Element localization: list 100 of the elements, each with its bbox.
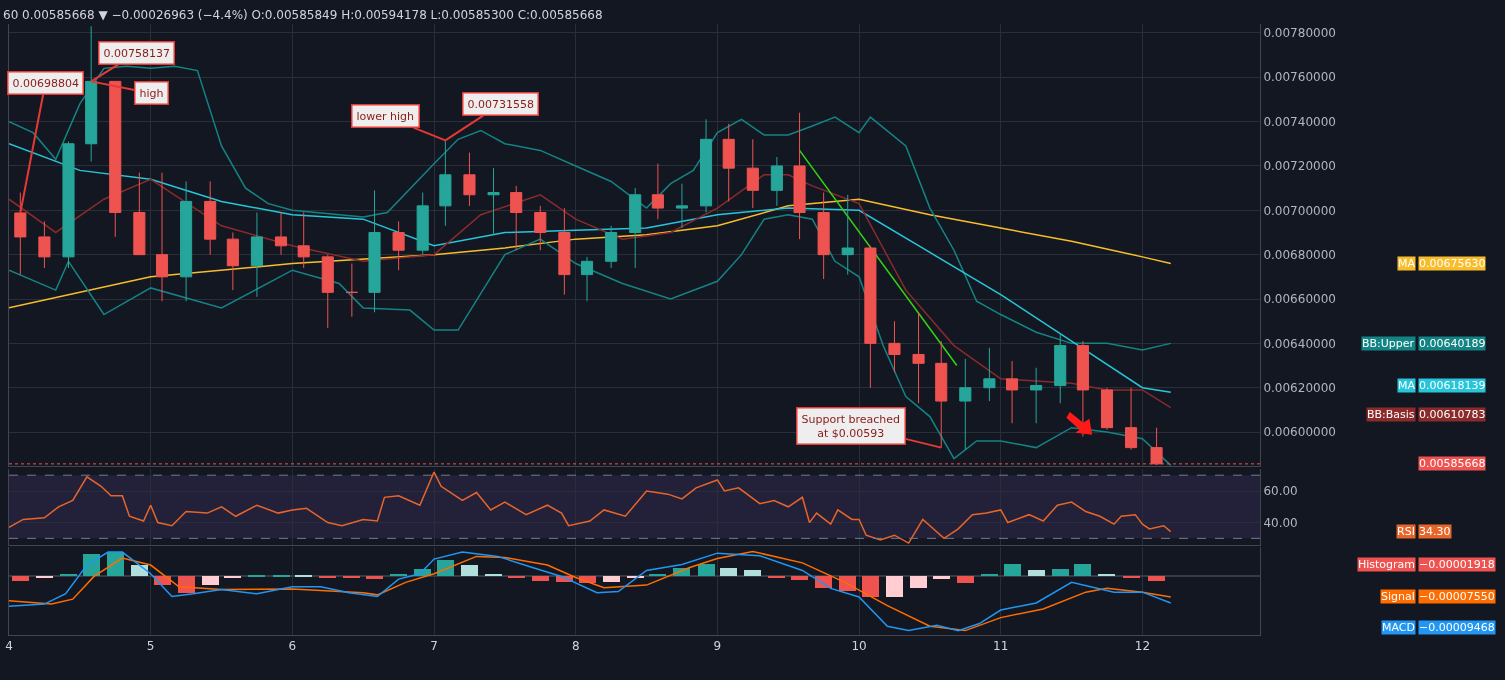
x-tick-label: 12 bbox=[1134, 639, 1151, 654]
bar bbox=[12, 576, 29, 582]
bar bbox=[1028, 570, 1045, 577]
candlestick bbox=[274, 212, 288, 256]
candlestick bbox=[180, 180, 193, 302]
candlestick bbox=[204, 180, 217, 256]
candlestick bbox=[1100, 387, 1114, 431]
candlestick bbox=[1030, 367, 1043, 424]
text: Signal bbox=[1381, 590, 1415, 603]
bar bbox=[1098, 574, 1115, 577]
x-tick-label: 7 bbox=[430, 639, 438, 654]
candlestick bbox=[297, 212, 310, 269]
bar bbox=[202, 576, 219, 586]
bar bbox=[1148, 576, 1165, 582]
bar bbox=[720, 568, 737, 577]
bar bbox=[1074, 564, 1091, 577]
bar bbox=[649, 574, 666, 577]
legend-label: RSI bbox=[1397, 525, 1415, 538]
candlestick bbox=[416, 192, 429, 256]
bar bbox=[768, 576, 785, 579]
candlestick bbox=[605, 225, 618, 269]
candlestick bbox=[935, 340, 948, 449]
candlestick bbox=[1054, 334, 1067, 404]
text: Histogram bbox=[1358, 558, 1416, 571]
candlestick bbox=[722, 123, 735, 202]
annotation: Support breached at $0.00593 bbox=[801, 412, 901, 440]
candlestick bbox=[629, 187, 642, 269]
candlestick bbox=[912, 311, 925, 404]
candlestick bbox=[133, 172, 146, 256]
bar bbox=[131, 565, 148, 577]
y-tick-label: 0.00600000 bbox=[1263, 425, 1336, 440]
candlestick bbox=[463, 152, 476, 207]
y-tick-label: 0.00620000 bbox=[1263, 380, 1336, 395]
line-series bbox=[9, 471, 1172, 544]
text: −0.00009468 bbox=[1419, 621, 1495, 634]
bar bbox=[390, 574, 407, 577]
text: MA bbox=[1398, 379, 1416, 392]
candlestick bbox=[155, 172, 169, 302]
candlestick bbox=[534, 205, 547, 251]
text: MACD bbox=[1382, 621, 1415, 634]
candlestick bbox=[817, 192, 830, 280]
text: −0.00007550 bbox=[1419, 590, 1495, 603]
bar bbox=[295, 575, 312, 578]
candlestick bbox=[888, 320, 901, 373]
chart-title: 60 0.00585668 ▼ −0.00026963 (−4.4%) O:0.00585849 H:0.00594178 L:0.00585300 C:0.00585668 bbox=[3, 7, 603, 22]
bar bbox=[910, 576, 927, 589]
x-tick-label: 10 bbox=[851, 639, 867, 654]
text: 0.00675630 bbox=[1419, 257, 1486, 270]
candlestick bbox=[770, 156, 783, 207]
line-series bbox=[9, 213, 1172, 467]
x-tick-label: 6 bbox=[288, 639, 297, 654]
candlestick bbox=[1076, 340, 1089, 438]
text: MA bbox=[1398, 257, 1416, 270]
candlestick bbox=[558, 207, 571, 296]
candlestick bbox=[109, 80, 122, 238]
annotation: 0.00698804 bbox=[12, 76, 79, 90]
candlestick bbox=[85, 25, 98, 163]
bar bbox=[224, 576, 241, 579]
bar bbox=[273, 575, 290, 578]
y-tick-label: 0.00660000 bbox=[1263, 292, 1336, 307]
x-tick-label: 4 bbox=[5, 639, 13, 654]
candlestick bbox=[392, 220, 405, 271]
y-tick-label: 0.00780000 bbox=[1263, 26, 1336, 41]
bar bbox=[933, 576, 950, 580]
candlestick bbox=[226, 231, 239, 291]
bar bbox=[957, 576, 974, 584]
candlestick bbox=[1125, 387, 1138, 451]
candlestick bbox=[368, 189, 381, 313]
bar bbox=[886, 576, 903, 598]
text: −0.00001918 bbox=[1419, 558, 1495, 571]
candlestick bbox=[38, 220, 51, 269]
candlestick bbox=[675, 183, 689, 229]
bar bbox=[248, 575, 265, 578]
candlestick bbox=[321, 254, 334, 329]
candlestick bbox=[14, 192, 27, 276]
y-tick-label: 60.00 bbox=[1263, 484, 1298, 499]
candlestick bbox=[959, 358, 972, 451]
bar bbox=[319, 576, 336, 579]
bar bbox=[1123, 576, 1140, 579]
y-tick-label: 0.00720000 bbox=[1263, 159, 1336, 174]
bar bbox=[36, 576, 53, 579]
bar bbox=[744, 570, 761, 577]
y-tick-label: 0.00760000 bbox=[1263, 70, 1336, 85]
text: BB:Basis bbox=[1367, 408, 1415, 421]
bar bbox=[508, 576, 525, 579]
candlestick bbox=[699, 118, 713, 214]
bar bbox=[60, 574, 77, 577]
text: 0.00585668 bbox=[1419, 457, 1486, 470]
candlestick bbox=[439, 139, 452, 227]
y-tick-label: 0.00700000 bbox=[1263, 203, 1336, 218]
bar bbox=[698, 564, 715, 577]
bar bbox=[485, 574, 502, 577]
y-tick-label: 40.00 bbox=[1263, 515, 1298, 530]
bar bbox=[366, 576, 383, 580]
candlestick bbox=[250, 212, 263, 298]
annotation: 0.00758137 bbox=[103, 46, 170, 60]
text: 34.30 bbox=[1419, 525, 1451, 538]
candlestick bbox=[510, 185, 523, 251]
annotation: high bbox=[139, 86, 164, 100]
text: 0.00618139 bbox=[1419, 379, 1486, 392]
